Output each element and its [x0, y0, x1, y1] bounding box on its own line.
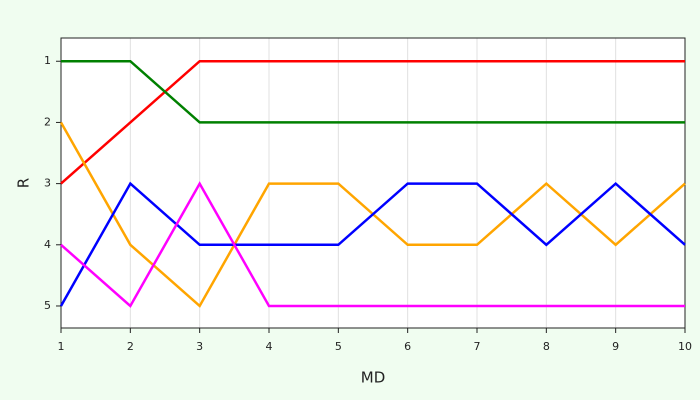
- y-tick-label: 3: [44, 177, 51, 190]
- x-tick-label: 1: [58, 340, 65, 353]
- y-tick-label: 1: [44, 54, 51, 67]
- y-axis-title: R: [15, 178, 33, 188]
- y-tick-label: 5: [44, 299, 51, 312]
- series-line: [59, 181, 686, 307]
- x-tick-label: 7: [474, 340, 481, 353]
- x-tick-label: 5: [335, 340, 342, 353]
- x-tick-label: 3: [196, 340, 203, 353]
- x-tick-label: 9: [612, 340, 619, 353]
- x-tick-label: 4: [266, 340, 273, 353]
- x-axis-title: MD: [361, 369, 386, 387]
- x-tick-label: 6: [404, 340, 411, 353]
- x-tick-label: 10: [678, 340, 692, 353]
- series-line: [61, 59, 685, 124]
- plot-area: [61, 38, 685, 328]
- x-tick-label: 8: [543, 340, 550, 353]
- y-tick-label: 2: [44, 115, 51, 128]
- y-tick-label: 4: [44, 238, 51, 251]
- x-tick-label: 2: [127, 340, 134, 353]
- series-line: [60, 181, 685, 308]
